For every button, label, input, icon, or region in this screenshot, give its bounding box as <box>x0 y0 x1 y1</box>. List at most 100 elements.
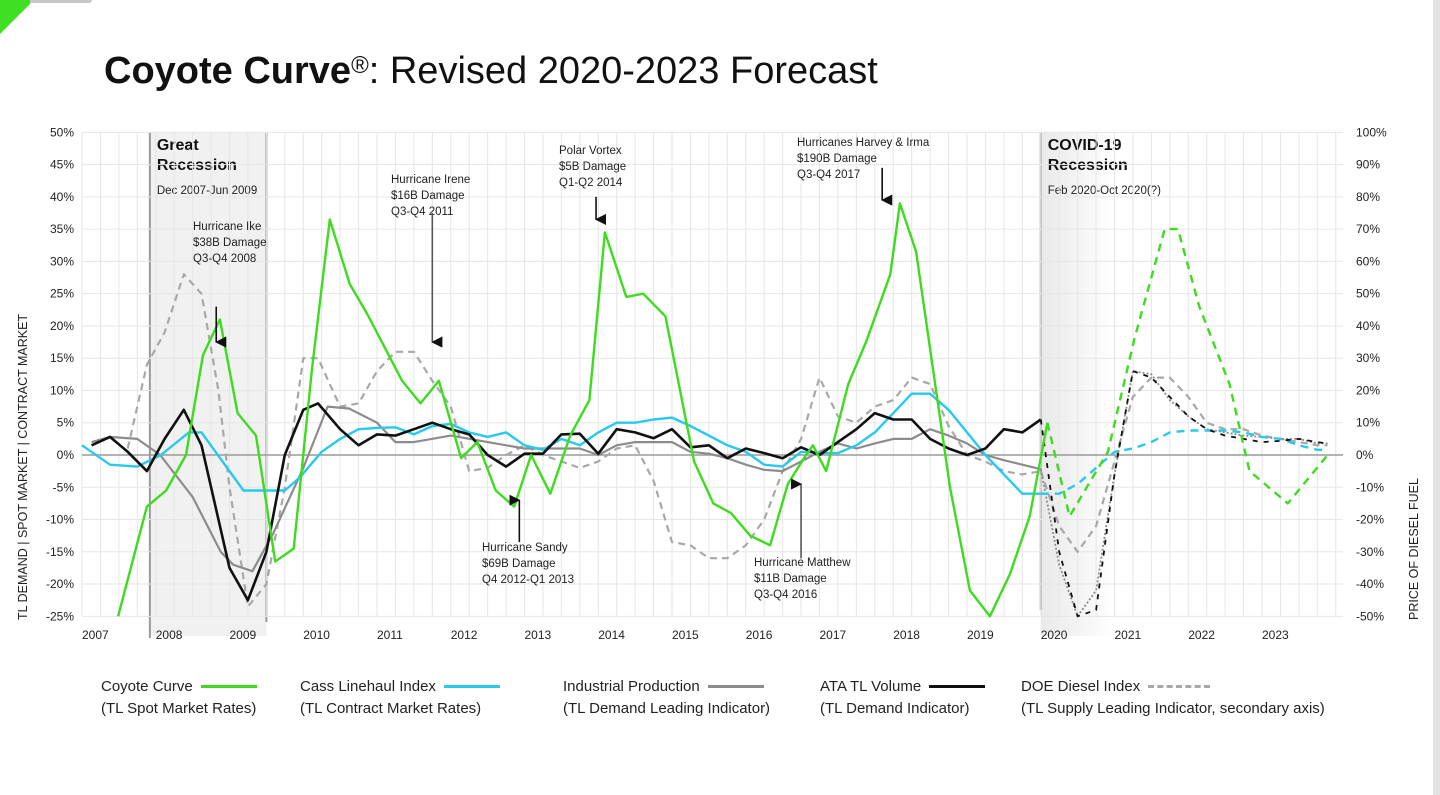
x-tick-label: 2014 <box>598 628 625 642</box>
series-coyote-curve-forecast <box>1046 227 1329 518</box>
hurricane-sandy-label: Q4 2012-Q1 2013 <box>482 574 574 586</box>
gridlines <box>81 131 1343 617</box>
x-axis-ticks: 2007 2008 2009 2010 2011 2012 2013 2014 2015 2016… <box>82 628 1289 642</box>
y-tick-label: 0% <box>57 448 75 462</box>
covid-recession-band <box>1040 132 1117 636</box>
y-tick-label: 40% <box>50 190 74 204</box>
series-doe-diesel-index-forecast <box>1039 376 1328 553</box>
legend-label: Industrial Production <box>563 678 700 695</box>
x-tick-label: 2007 <box>82 628 109 642</box>
x-tick-label: 2015 <box>672 628 699 642</box>
series-coyote-curve <box>116 202 1049 618</box>
legend-label: Coyote Curve <box>101 678 193 695</box>
y-tick-label: 50% <box>50 125 74 139</box>
hurricane-matthew-label: Hurricane Matthew <box>754 557 851 569</box>
y-tick-label: -10% <box>46 513 74 527</box>
series-lines <box>81 202 1329 618</box>
x-tick-label: 2018 <box>893 628 920 642</box>
hurricane-matthew-label: Q3-Q4 2016 <box>754 589 817 601</box>
legend-sublabel: (TL Demand Leading Indicator) <box>563 700 771 717</box>
x-tick-label: 2022 <box>1188 628 1215 642</box>
annotations: Hurricane Ike $38B Damage Q3-Q4 2008 Hurric… <box>193 137 930 601</box>
x-tick-label: 2008 <box>156 628 183 642</box>
legend-swatch-cass <box>443 684 500 688</box>
polar-vortex-label: Q1-Q2 2014 <box>559 177 623 189</box>
legend-item-ata: ATA TL Volume (TL Demand Indicator) <box>820 676 986 720</box>
x-tick-label: 2021 <box>1115 628 1142 642</box>
legend-label: ATA TL Volume <box>820 678 922 695</box>
legend-swatch-industrial <box>707 684 764 688</box>
y-tick-label: 25% <box>50 287 74 301</box>
great-recession-dates: Dec 2007-Jun 2009 <box>157 185 257 197</box>
great-recession-title: Great <box>157 137 199 154</box>
y2-tick-label: -10% <box>1356 480 1384 494</box>
brand-corner-accent <box>0 0 34 34</box>
great-recession-band <box>149 132 267 636</box>
legend-swatch-coyote <box>200 684 257 688</box>
legend-swatch-diesel <box>1148 684 1211 688</box>
legend-sublabel: (TL Contract Market Rates) <box>300 700 482 717</box>
hurricane-irene-label: Hurricane Irene <box>391 174 470 186</box>
legend-swatch-ata <box>929 684 986 688</box>
x-tick-label: 2010 <box>303 628 330 642</box>
y-tick-label: 45% <box>50 158 74 172</box>
vertical-scrollbar[interactable] <box>1433 0 1440 795</box>
hurricane-ike-label: Q3-Q4 2008 <box>193 253 256 265</box>
great-recession-title: Recession <box>157 157 237 174</box>
y-tick-label: -20% <box>46 577 74 591</box>
covid-recession-title: COVID-19 <box>1048 137 1122 154</box>
y-tick-label: -25% <box>46 609 74 623</box>
hurricane-matthew-label: $11B Damage <box>754 573 827 585</box>
x-tick-label: 2016 <box>746 628 773 642</box>
coyote-curve-chart: Great Recession Dec 2007-Jun 2009 COVID-19 R… <box>16 125 1421 642</box>
y2-tick-label: -40% <box>1356 577 1384 591</box>
x-tick-label: 2011 <box>377 628 403 642</box>
y-tick-label: -15% <box>46 545 74 559</box>
series-industrial-production-forecast <box>1039 370 1328 618</box>
x-tick-label: 2013 <box>525 628 552 642</box>
y2-tick-label: 20% <box>1356 383 1380 397</box>
y2-axis-title: PRICE OF DIESEL FUEL <box>1407 478 1421 620</box>
y2-tick-label: 60% <box>1356 254 1380 268</box>
hurricane-sandy-label: Hurricane Sandy <box>482 542 568 554</box>
y2-tick-label: -50% <box>1356 609 1384 623</box>
polar-vortex-label: Polar Vortex <box>559 145 622 157</box>
y-tick-label: -5% <box>53 480 75 494</box>
hurricanes-harvey-irma-label: $190B Damage <box>797 153 877 165</box>
covid-recession-dates: Feb 2020-Oct 2020(?) <box>1048 185 1161 197</box>
x-tick-label: 2012 <box>451 628 478 642</box>
y2-tick-label: 90% <box>1356 158 1380 172</box>
hurricanes-harvey-irma-label: Hurricanes Harvey & Irma <box>797 137 930 149</box>
x-tick-label: 2019 <box>967 628 994 642</box>
y-axis-ticks: 50% 45% 40% 35% 30% 25% 20% 15% 10% 5% 0% -5% -10% -1… <box>46 125 74 623</box>
x-tick-label: 2009 <box>230 628 257 642</box>
legend-item-diesel: DOE Diesel Index (TL Supply Leading Indic… <box>1021 676 1325 720</box>
y-axis-title: TL DEMAND | SPOT MARKET | CONTRACT MARKE… <box>16 314 30 620</box>
y2-tick-label: -30% <box>1356 545 1384 559</box>
y-tick-label: 10% <box>50 383 74 397</box>
registered-mark: ® <box>351 52 369 79</box>
hurricane-irene-label: $16B Damage <box>391 190 465 202</box>
y2-tick-label: 80% <box>1356 190 1380 204</box>
hurricane-sandy-label: $69B Damage <box>482 558 556 570</box>
y-tick-label: 15% <box>50 351 74 365</box>
y2-tick-label: 30% <box>1356 351 1380 365</box>
legend-item-industrial: Industrial Production (TL Demand Leading … <box>563 676 770 720</box>
legend-sublabel: (TL Spot Market Rates) <box>101 700 257 717</box>
hurricane-ike-label: Hurricane Ike <box>193 221 261 233</box>
y2-tick-label: 50% <box>1356 287 1380 301</box>
series-ata-tl-volume-forecast <box>1039 370 1328 618</box>
y-tick-label: 30% <box>50 254 74 268</box>
legend-label: DOE Diesel Index <box>1021 678 1141 695</box>
title-rest: : Revised 2020-2023 Forecast <box>368 50 878 92</box>
y2-axis-ticks: 100% 90% 80% 70% 60% 50% 40% 30% 20% 10% 0% -10% -20… <box>1356 125 1387 623</box>
page-title: Coyote Curve®: Revised 2020-2023 Forecas… <box>104 50 878 93</box>
legend-item-coyote: Coyote Curve (TL Spot Market Rates) <box>101 676 257 720</box>
y2-tick-label: 70% <box>1356 222 1380 236</box>
y2-tick-label: 0% <box>1356 448 1374 462</box>
x-tick-label: 2020 <box>1041 628 1068 642</box>
title-bold: Coyote Curve <box>104 50 352 92</box>
legend-item-cass: Cass Linehaul Index (TL Contract Market R… <box>300 676 500 720</box>
hurricanes-harvey-irma-label: Q3-Q4 2017 <box>797 169 860 181</box>
legend-sublabel: (TL Supply Leading Indicator, secondary … <box>1021 700 1325 717</box>
